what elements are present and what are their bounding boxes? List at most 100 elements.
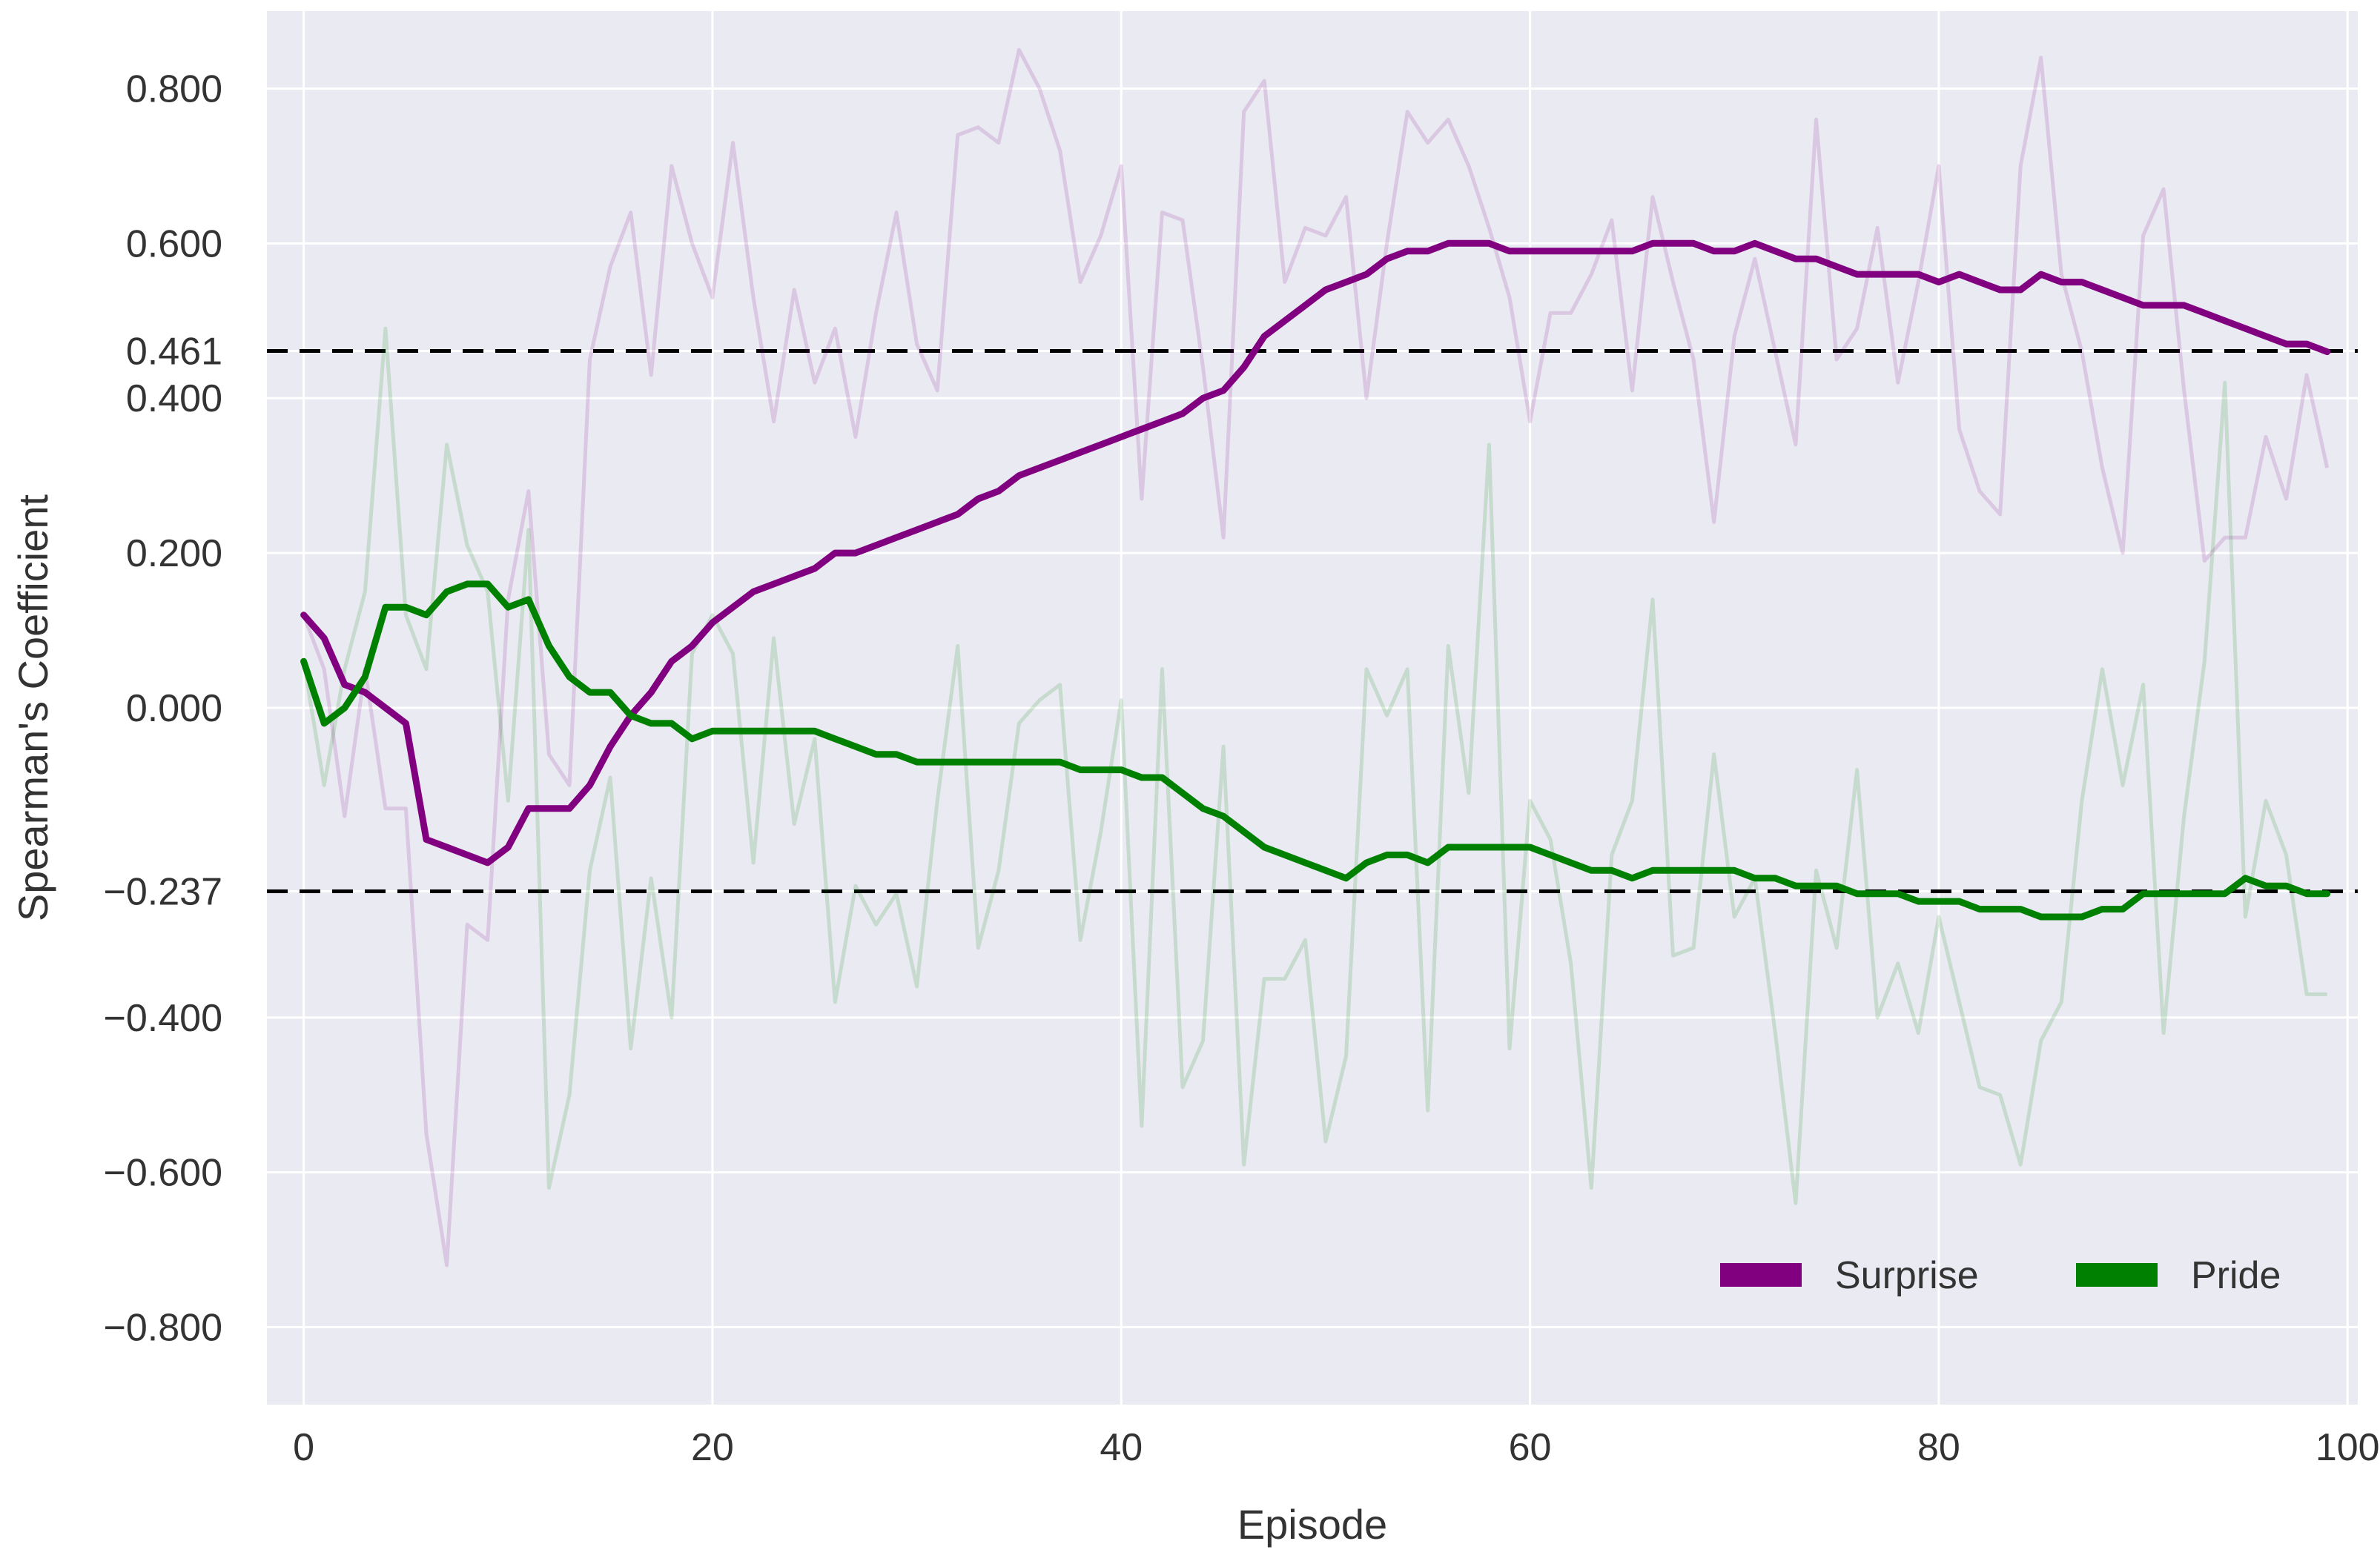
surprise-point	[710, 620, 715, 625]
pride-point	[1446, 845, 1450, 849]
surprise-point	[567, 806, 572, 811]
surprise-point	[1385, 256, 1389, 261]
surprise-point	[1140, 427, 1144, 431]
pride-point	[445, 589, 449, 594]
surprise-point	[546, 806, 551, 811]
surprise-point	[792, 574, 796, 578]
surprise-point	[2223, 319, 2227, 323]
surprise-point	[302, 613, 306, 617]
surprise-point	[1834, 265, 1839, 269]
pride-legend-swatch	[2076, 1263, 2158, 1287]
pride-point	[1957, 899, 1962, 904]
pride-point	[1078, 768, 1082, 772]
pride-point	[465, 582, 469, 586]
surprise-point	[731, 605, 736, 609]
surprise-point	[1017, 474, 1021, 478]
surprise-point	[1344, 280, 1349, 285]
surprise-point	[1283, 319, 1287, 323]
pride-point	[2284, 884, 2289, 888]
pride-point	[2182, 892, 2186, 896]
pride-point	[2059, 915, 2063, 919]
pride-point	[1630, 876, 1634, 881]
surprise-point	[1712, 249, 1716, 253]
surprise-point	[1242, 365, 1246, 369]
pride-point	[1794, 884, 1798, 888]
reference-lines	[267, 349, 2358, 894]
pride-point	[772, 729, 776, 733]
pride-point	[2018, 907, 2023, 912]
pride-point	[1507, 845, 1512, 849]
surprise-point	[403, 721, 408, 726]
pride-point	[1487, 845, 1491, 849]
surprise-point	[1998, 288, 2003, 292]
pride-point	[2039, 915, 2043, 919]
pride-point	[2243, 876, 2247, 881]
surprise-raw-line	[302, 47, 2330, 1267]
pride-point	[853, 744, 858, 749]
surprise-point	[1855, 272, 1860, 276]
surprise-point	[1364, 272, 1369, 276]
surprise-point	[2120, 295, 2125, 299]
pride-point	[588, 690, 592, 695]
surprise-point	[1467, 241, 1471, 245]
surprise-point	[2059, 280, 2063, 285]
pride-point	[670, 721, 674, 726]
pride-point	[1344, 876, 1349, 881]
surprise-point	[2039, 272, 2043, 276]
x-tick-label: 20	[691, 1426, 734, 1469]
pride-point	[1426, 861, 1430, 865]
x-tick-label: 80	[1917, 1426, 1960, 1469]
surprise-point	[2141, 303, 2146, 308]
pride-point	[976, 760, 980, 764]
pride-point	[1528, 845, 1533, 849]
pride-point	[1140, 775, 1144, 780]
pride-point	[1834, 884, 1839, 888]
pride-point	[1671, 868, 1676, 872]
pride-point	[915, 760, 919, 764]
surprise-point	[1957, 272, 1962, 276]
surprise-point	[2202, 311, 2207, 315]
surprise-point	[2080, 280, 2084, 285]
pride-point	[608, 690, 612, 695]
surprise-point	[1650, 241, 1655, 245]
pride-point	[1201, 806, 1206, 811]
surprise-point	[976, 497, 980, 501]
surprise-point	[1221, 388, 1226, 393]
surprise-point	[1262, 334, 1266, 339]
pride-point	[1937, 899, 1941, 904]
pride-point	[2264, 884, 2268, 888]
surprise-point	[486, 861, 490, 865]
pride-point	[1732, 868, 1736, 872]
surprise-point	[1732, 249, 1736, 253]
pride-smoothed-line	[300, 580, 2331, 921]
pride-point	[1037, 760, 1042, 764]
pride-point	[1323, 868, 1328, 872]
pride-point	[1385, 852, 1389, 857]
y-tick-label: 0.400	[126, 377, 222, 420]
surprise-point	[751, 589, 756, 594]
surprise-point	[526, 806, 531, 811]
surprise-point	[1814, 256, 1819, 261]
surprise-point	[322, 636, 326, 640]
y-tick-label: 0.600	[126, 222, 222, 265]
surprise-point	[2325, 350, 2330, 354]
y-tick-label: −0.237	[104, 871, 223, 914]
surprise-point	[1405, 249, 1409, 253]
surprise-point	[2284, 342, 2289, 346]
surprise-point	[690, 643, 694, 648]
surprise-point	[1630, 249, 1634, 253]
surprise-point	[1875, 272, 1880, 276]
surprise-point	[915, 528, 919, 532]
pride-point	[403, 605, 408, 609]
surprise-point	[935, 520, 939, 524]
legend: Surprise Pride	[1720, 1254, 2281, 1297]
surprise-point	[1977, 280, 1982, 285]
pride-point	[1405, 852, 1409, 857]
pride-point	[629, 713, 633, 717]
y-tick-label: −0.800	[104, 1307, 223, 1350]
surprise-point	[772, 582, 776, 586]
surprise-point	[1037, 465, 1042, 470]
surprise-point	[2264, 334, 2268, 339]
pride-point	[2100, 907, 2104, 912]
